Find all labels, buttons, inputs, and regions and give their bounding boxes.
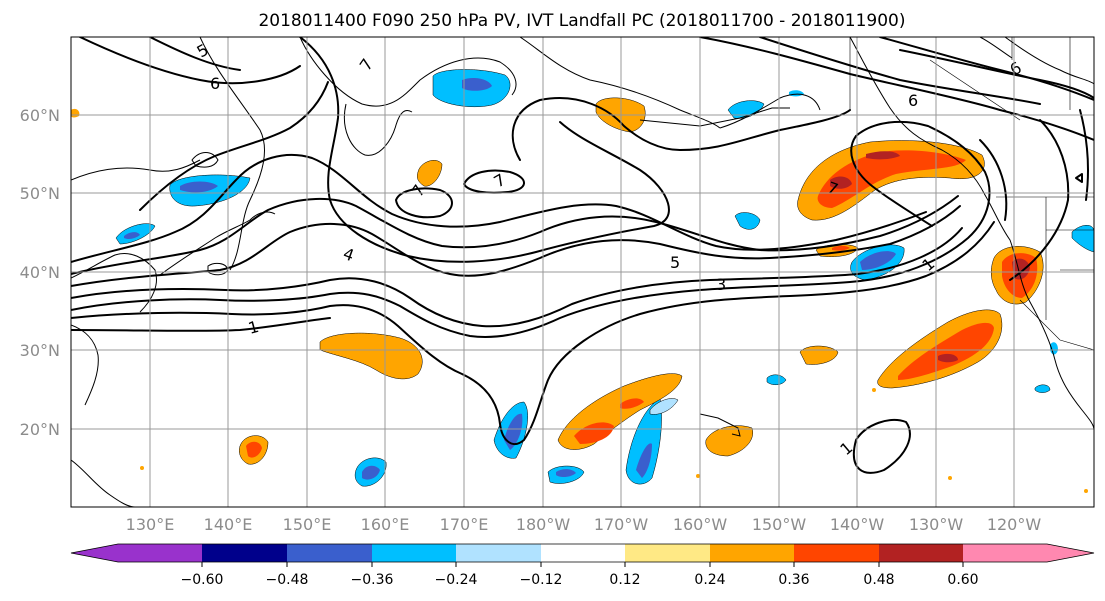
lon-label: 160°E xyxy=(361,515,410,534)
contour-label: 6 xyxy=(210,74,220,93)
lon-label: 150°W xyxy=(752,515,807,534)
colorbar-tick-label: 0.12 xyxy=(609,572,640,588)
colorbar-segment xyxy=(625,544,710,562)
colorbar-segment xyxy=(118,544,202,562)
contour-label: 5 xyxy=(670,253,680,272)
map-panel: 5 6 7 6 7 7 7 4 5 3 1 1 1 6 xyxy=(70,36,1095,508)
longitude-labels: 130°E 140°E 150°E 160°E 170°E 180°W 170°… xyxy=(126,515,1042,534)
lon-label: 160°W xyxy=(673,515,728,534)
contour-label: 1 xyxy=(246,317,261,338)
lat-label: 50°N xyxy=(20,184,60,203)
lon-label: 170°W xyxy=(594,515,649,534)
colorbar-tick-label: 0.36 xyxy=(778,572,809,588)
lat-label: 30°N xyxy=(20,341,60,360)
colorbar-extend-max xyxy=(1047,544,1094,562)
colorbar-segment xyxy=(287,544,372,562)
colorbar-tick-label: 0.24 xyxy=(694,572,725,588)
colorbar-segment xyxy=(372,544,456,562)
colorbar-segment xyxy=(794,544,879,562)
colorbar-segment xyxy=(202,544,287,562)
contour-label: 3 xyxy=(716,275,726,294)
lon-label: 170°E xyxy=(440,515,489,534)
colorbar-segment xyxy=(963,544,1047,562)
colorbar-segment xyxy=(541,544,625,562)
pv-contours xyxy=(71,37,1094,474)
colorbar-tick-label: −0.60 xyxy=(181,572,224,588)
lat-label: 40°N xyxy=(20,263,60,282)
lon-label: 140°W xyxy=(830,515,885,534)
colorbar-segment xyxy=(710,544,794,562)
colorbar-tick-label: 0.48 xyxy=(863,572,894,588)
lon-label: 140°E xyxy=(204,515,253,534)
colorbar-ticks: −0.60 −0.48 −0.36 −0.24 −0.12 0.12 0.24 … xyxy=(181,562,979,588)
lat-label: 20°N xyxy=(20,420,60,439)
colorbar-tick-label: −0.48 xyxy=(266,572,309,588)
colorbar: −0.60 −0.48 −0.36 −0.24 −0.12 0.12 0.24 … xyxy=(70,543,1095,588)
lon-label: 180°W xyxy=(516,515,571,534)
lon-label: 130°W xyxy=(909,515,964,534)
lon-label: 130°E xyxy=(126,515,175,534)
colorbar-extend-min xyxy=(71,544,118,562)
gridlines xyxy=(71,37,1094,507)
colorbar-tick-label: 0.60 xyxy=(947,572,978,588)
colorbar-segment xyxy=(456,544,541,562)
colorbar-tick-label: −0.24 xyxy=(435,572,478,588)
lon-label: 120°W xyxy=(987,515,1042,534)
colorbar-tick-label: −0.36 xyxy=(351,572,394,588)
colorbar-tick-label: −0.12 xyxy=(520,572,563,588)
lat-label: 60°N xyxy=(20,106,60,125)
colorbar-segment xyxy=(879,544,963,562)
latitude-labels: 60°N 50°N 40°N 30°N 20°N xyxy=(20,106,60,439)
contour-label: 6 xyxy=(908,91,918,110)
lon-label: 150°E xyxy=(283,515,332,534)
figure-title: 2018011400 F090 250 hPa PV, IVT Landfall… xyxy=(258,11,905,31)
